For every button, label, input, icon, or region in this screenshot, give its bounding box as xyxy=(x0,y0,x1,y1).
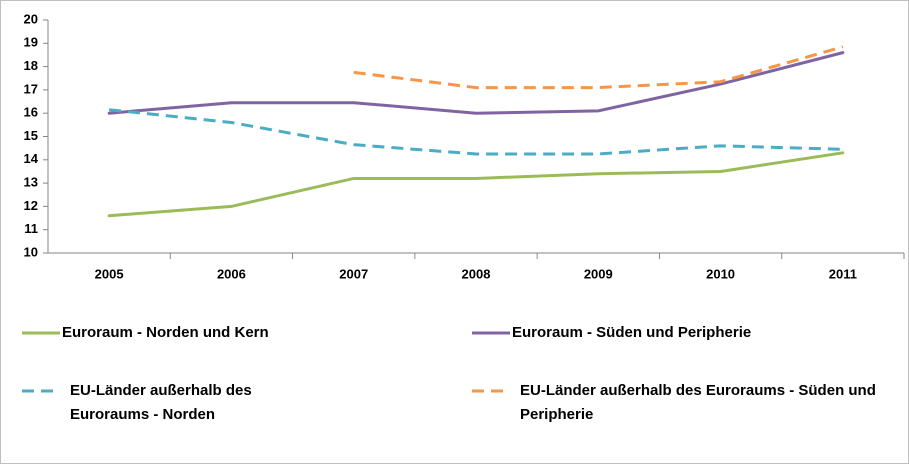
legend-marker xyxy=(22,331,60,335)
legend-item: EU-Länder außerhalb des Euroraums - Süde… xyxy=(470,379,890,427)
legend-marker xyxy=(472,389,510,393)
y-tick-label: 11 xyxy=(24,221,38,236)
x-tick-label: 2005 xyxy=(95,266,124,281)
line-series xyxy=(107,51,845,115)
x-tick-label: 2006 xyxy=(217,266,246,281)
y-tick-label: 12 xyxy=(24,198,38,213)
legend-label: EU-Länder außerhalb des Euroraums - Nord… xyxy=(70,382,252,423)
legend-item: Euroraum - Süden und Peripherie xyxy=(470,321,890,345)
y-tick-label: 14 xyxy=(24,151,39,166)
legend-marker xyxy=(22,389,60,393)
y-tick-label: 18 xyxy=(24,58,38,73)
x-tick-label: 2008 xyxy=(462,266,491,281)
y-tick-label: 13 xyxy=(24,175,38,190)
y-tick-label: 10 xyxy=(24,244,38,259)
x-tick-label: 2007 xyxy=(339,266,368,281)
legend-label: Euroraum - Norden und Kern xyxy=(62,324,269,341)
x-tick-label: 2011 xyxy=(829,266,857,281)
legend-label: Euroraum - Süden und Peripherie xyxy=(512,324,752,341)
legend-marker xyxy=(472,331,510,335)
y-tick-label: 17 xyxy=(24,81,38,96)
y-tick-label: 20 xyxy=(24,11,38,26)
legend-item: Euroraum - Norden und Kern xyxy=(20,321,420,345)
y-tick-label: 15 xyxy=(24,128,38,143)
x-tick-label: 2010 xyxy=(706,266,735,281)
line-series xyxy=(353,45,844,90)
line-series xyxy=(108,108,843,156)
line-series xyxy=(107,151,845,218)
legend-label: EU-Länder außerhalb des Euroraums - Süde… xyxy=(520,382,876,423)
y-tick-label: 16 xyxy=(24,105,38,120)
legend-item: EU-Länder außerhalb des Euroraums - Nord… xyxy=(20,379,320,427)
y-tick-label: 19 xyxy=(24,35,38,50)
x-tick-label: 2009 xyxy=(584,266,613,281)
